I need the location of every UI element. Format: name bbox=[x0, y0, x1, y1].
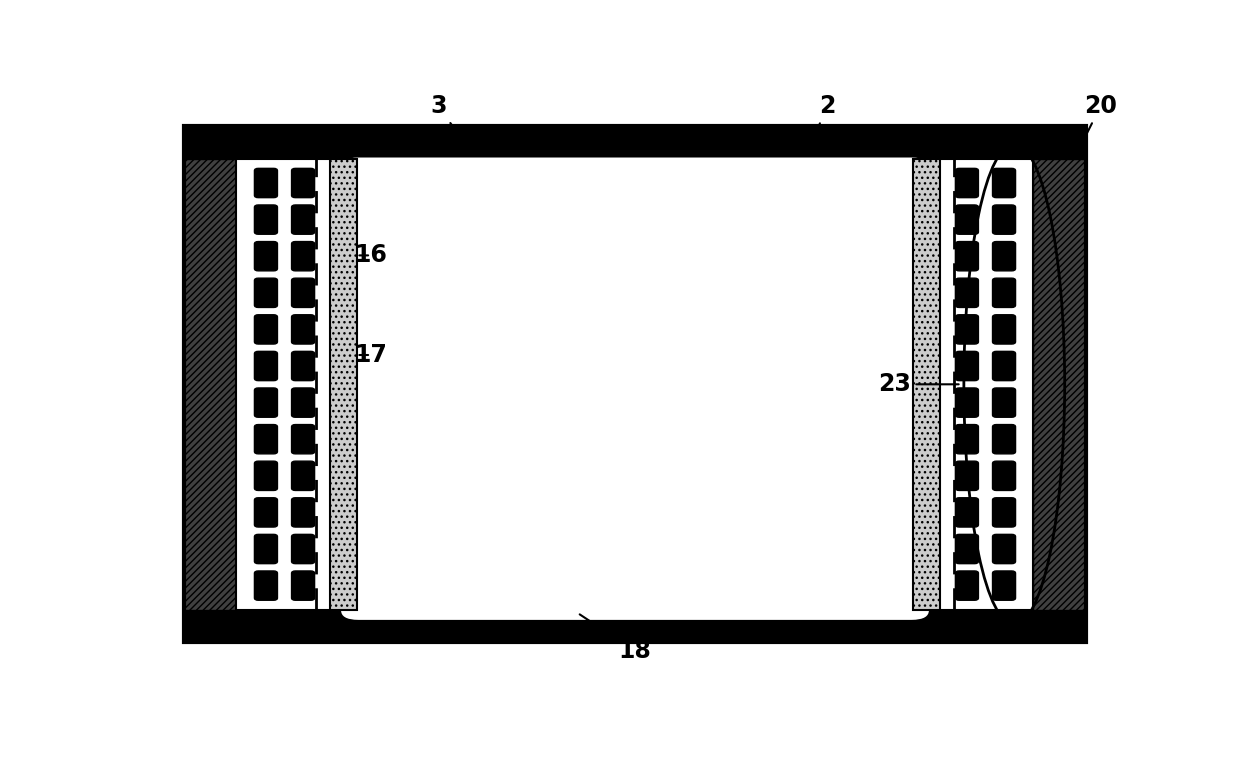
Text: 17: 17 bbox=[354, 343, 388, 367]
FancyBboxPatch shape bbox=[955, 241, 979, 271]
FancyBboxPatch shape bbox=[291, 168, 315, 198]
FancyBboxPatch shape bbox=[291, 461, 315, 490]
FancyBboxPatch shape bbox=[992, 205, 1016, 234]
FancyBboxPatch shape bbox=[955, 571, 979, 600]
FancyBboxPatch shape bbox=[992, 571, 1016, 600]
FancyBboxPatch shape bbox=[291, 352, 315, 380]
FancyBboxPatch shape bbox=[254, 205, 278, 234]
FancyBboxPatch shape bbox=[992, 241, 1016, 271]
FancyBboxPatch shape bbox=[291, 571, 315, 600]
FancyBboxPatch shape bbox=[955, 498, 979, 527]
FancyBboxPatch shape bbox=[291, 425, 315, 454]
FancyBboxPatch shape bbox=[291, 498, 315, 527]
Text: 2: 2 bbox=[809, 94, 835, 150]
Text: 23: 23 bbox=[877, 372, 959, 396]
FancyBboxPatch shape bbox=[254, 168, 278, 198]
FancyBboxPatch shape bbox=[291, 534, 315, 564]
Bar bbox=[913, 159, 940, 610]
Bar bbox=[1033, 159, 1087, 610]
FancyBboxPatch shape bbox=[955, 388, 979, 417]
FancyBboxPatch shape bbox=[254, 571, 278, 600]
FancyBboxPatch shape bbox=[254, 241, 278, 271]
Bar bbox=[183, 126, 1087, 159]
FancyBboxPatch shape bbox=[955, 352, 979, 380]
FancyBboxPatch shape bbox=[955, 315, 979, 344]
Bar bbox=[183, 126, 1087, 642]
FancyBboxPatch shape bbox=[992, 352, 1016, 380]
FancyBboxPatch shape bbox=[254, 279, 278, 307]
FancyBboxPatch shape bbox=[992, 498, 1016, 527]
FancyBboxPatch shape bbox=[992, 461, 1016, 490]
FancyBboxPatch shape bbox=[291, 388, 315, 417]
FancyBboxPatch shape bbox=[955, 461, 979, 490]
FancyBboxPatch shape bbox=[291, 241, 315, 271]
Text: 16: 16 bbox=[354, 244, 388, 267]
FancyBboxPatch shape bbox=[254, 425, 278, 454]
Bar bbox=[330, 159, 357, 610]
FancyBboxPatch shape bbox=[339, 156, 930, 622]
Text: 3: 3 bbox=[430, 94, 470, 151]
Text: 18: 18 bbox=[580, 614, 652, 663]
FancyBboxPatch shape bbox=[992, 315, 1016, 344]
FancyBboxPatch shape bbox=[291, 205, 315, 234]
FancyBboxPatch shape bbox=[955, 168, 979, 198]
Bar bbox=[183, 610, 1087, 642]
Bar bbox=[183, 159, 237, 610]
FancyBboxPatch shape bbox=[992, 168, 1016, 198]
FancyBboxPatch shape bbox=[291, 279, 315, 307]
FancyBboxPatch shape bbox=[955, 534, 979, 564]
FancyBboxPatch shape bbox=[291, 315, 315, 344]
FancyBboxPatch shape bbox=[992, 425, 1016, 454]
Bar bbox=[183, 126, 1087, 642]
Text: 20: 20 bbox=[1083, 94, 1118, 142]
FancyBboxPatch shape bbox=[955, 205, 979, 234]
Bar bbox=[938, 159, 1033, 610]
FancyBboxPatch shape bbox=[955, 279, 979, 307]
FancyBboxPatch shape bbox=[992, 279, 1016, 307]
FancyBboxPatch shape bbox=[254, 352, 278, 380]
Bar bbox=[237, 159, 332, 610]
FancyBboxPatch shape bbox=[254, 388, 278, 417]
FancyBboxPatch shape bbox=[254, 461, 278, 490]
FancyBboxPatch shape bbox=[254, 315, 278, 344]
FancyBboxPatch shape bbox=[992, 388, 1016, 417]
FancyBboxPatch shape bbox=[254, 534, 278, 564]
FancyBboxPatch shape bbox=[955, 425, 979, 454]
FancyBboxPatch shape bbox=[254, 498, 278, 527]
FancyBboxPatch shape bbox=[992, 534, 1016, 564]
